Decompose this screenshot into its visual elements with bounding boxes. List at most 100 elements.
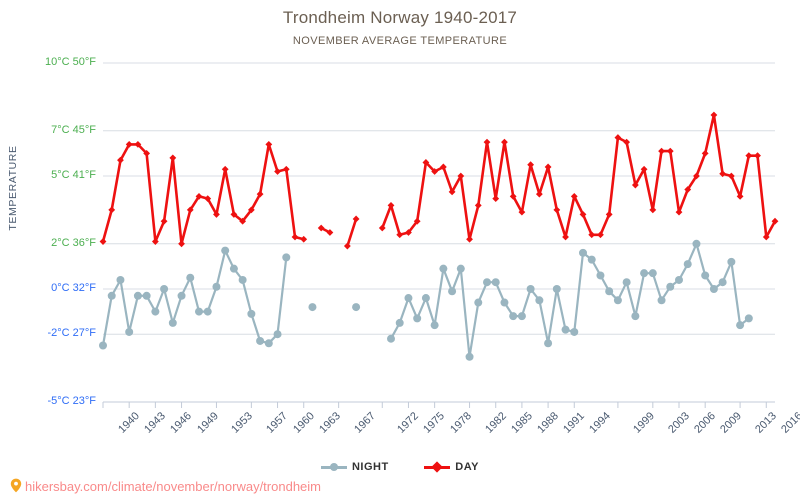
data-point-day-47	[509, 192, 517, 200]
data-point-day-55	[579, 211, 587, 218]
data-point-day-56	[588, 231, 596, 239]
data-point-night-2	[116, 275, 125, 284]
legend-label-night: NIGHT	[351, 461, 389, 474]
data-point-night-39	[439, 264, 448, 273]
data-point-night-48	[517, 312, 526, 321]
data-point-day-40	[448, 188, 456, 196]
data-point-day-7	[160, 217, 168, 225]
data-point-day-67	[684, 186, 692, 193]
data-point-day-76	[762, 233, 770, 241]
data-point-day-10	[186, 206, 194, 214]
data-point-night-41	[456, 264, 465, 273]
data-point-day-61	[631, 181, 639, 189]
data-point-day-4	[134, 140, 142, 148]
data-point-day-69	[701, 150, 709, 157]
data-point-day-22	[291, 233, 299, 241]
data-point-day-75	[754, 152, 761, 160]
series-line-night-0	[101, 249, 288, 347]
legend-label-day: DAY	[455, 461, 479, 474]
data-point-night-12	[203, 307, 212, 316]
data-point-day-8	[169, 154, 177, 162]
data-point-day-74	[745, 152, 753, 160]
location-pin-icon	[10, 478, 22, 496]
data-point-night-11	[195, 307, 203, 316]
data-point-day-58	[605, 211, 613, 218]
source-footer[interactable]: hikersbay.com/climate/november/norway/tr…	[10, 478, 321, 496]
data-point-night-68	[692, 239, 701, 248]
data-point-night-73	[736, 321, 745, 330]
data-point-night-72	[727, 257, 736, 266]
chart-legend: NIGHT DAY	[0, 461, 800, 473]
data-point-day-39	[439, 163, 447, 171]
data-point-day-73	[736, 192, 744, 200]
data-point-night-69	[701, 271, 710, 280]
y-tick-label-2: 5°C 41°F	[51, 169, 96, 181]
data-point-day-64	[658, 147, 665, 155]
data-point-day-15	[230, 211, 238, 218]
legend-item-night[interactable]: NIGHT	[320, 461, 389, 474]
data-point-night-6	[151, 307, 160, 316]
data-point-night-53	[561, 325, 570, 334]
data-point-day-5	[143, 150, 151, 157]
legend-item-day[interactable]: DAY	[424, 461, 479, 473]
data-point-day-9	[178, 240, 185, 248]
data-point-day-62	[640, 165, 648, 173]
data-point-night-1	[107, 291, 116, 300]
data-point-night-4	[133, 291, 142, 300]
data-point-night-67	[683, 260, 692, 269]
data-point-night-3	[125, 327, 134, 336]
data-point-day-33	[387, 201, 395, 209]
data-point-night-18	[256, 336, 265, 345]
data-point-night-50	[535, 296, 544, 305]
y-tick-label-5: -2°C 27°F	[47, 327, 96, 340]
data-point-night-44	[483, 278, 491, 287]
data-point-night-74	[744, 314, 753, 323]
data-point-night-51	[544, 339, 553, 348]
data-point-day-54	[570, 192, 578, 200]
data-point-night-35	[404, 294, 413, 303]
data-point-day-48	[518, 208, 526, 216]
legend-swatch-night	[320, 462, 347, 472]
data-point-night-5	[142, 291, 151, 300]
data-point-day-60	[623, 138, 631, 146]
data-point-day-21	[282, 165, 290, 173]
data-point-night-60	[622, 278, 631, 287]
data-point-night-70	[709, 285, 718, 293]
data-point-night-49	[526, 285, 535, 293]
data-point-day-3	[125, 140, 133, 148]
data-point-night-0	[99, 341, 107, 350]
y-tick-label-1: 7°C 45°F	[51, 123, 96, 136]
y-tick-label-4: 0°C 32°F	[51, 282, 96, 294]
data-point-night-40	[448, 287, 457, 296]
data-point-day-42	[466, 235, 473, 243]
data-point-day-71	[719, 170, 727, 178]
data-point-night-14	[221, 246, 230, 255]
data-point-night-34	[395, 318, 404, 327]
data-point-night-57	[596, 271, 605, 280]
data-point-day-44	[483, 138, 491, 146]
data-point-night-36	[413, 314, 422, 323]
data-point-day-41	[457, 172, 465, 180]
data-point-night-10	[186, 273, 195, 282]
data-point-night-24	[308, 303, 317, 312]
data-point-night-71	[718, 278, 727, 287]
data-point-night-52	[552, 285, 561, 293]
data-point-night-58	[605, 287, 614, 296]
data-point-night-65	[666, 282, 675, 291]
data-point-night-62	[640, 269, 649, 278]
data-point-day-51	[544, 163, 552, 171]
data-point-day-0	[99, 238, 107, 245]
data-point-night-13	[212, 282, 221, 291]
data-point-day-37	[422, 159, 430, 166]
data-point-day-16	[239, 217, 247, 225]
data-point-day-14	[221, 165, 229, 173]
data-point-day-59	[614, 134, 622, 141]
series-line-day-2	[346, 217, 358, 248]
data-point-night-64	[657, 296, 666, 305]
data-point-day-18	[256, 190, 264, 198]
data-point-night-66	[675, 275, 683, 284]
data-point-day-12	[204, 195, 212, 202]
data-point-night-43	[474, 298, 483, 307]
